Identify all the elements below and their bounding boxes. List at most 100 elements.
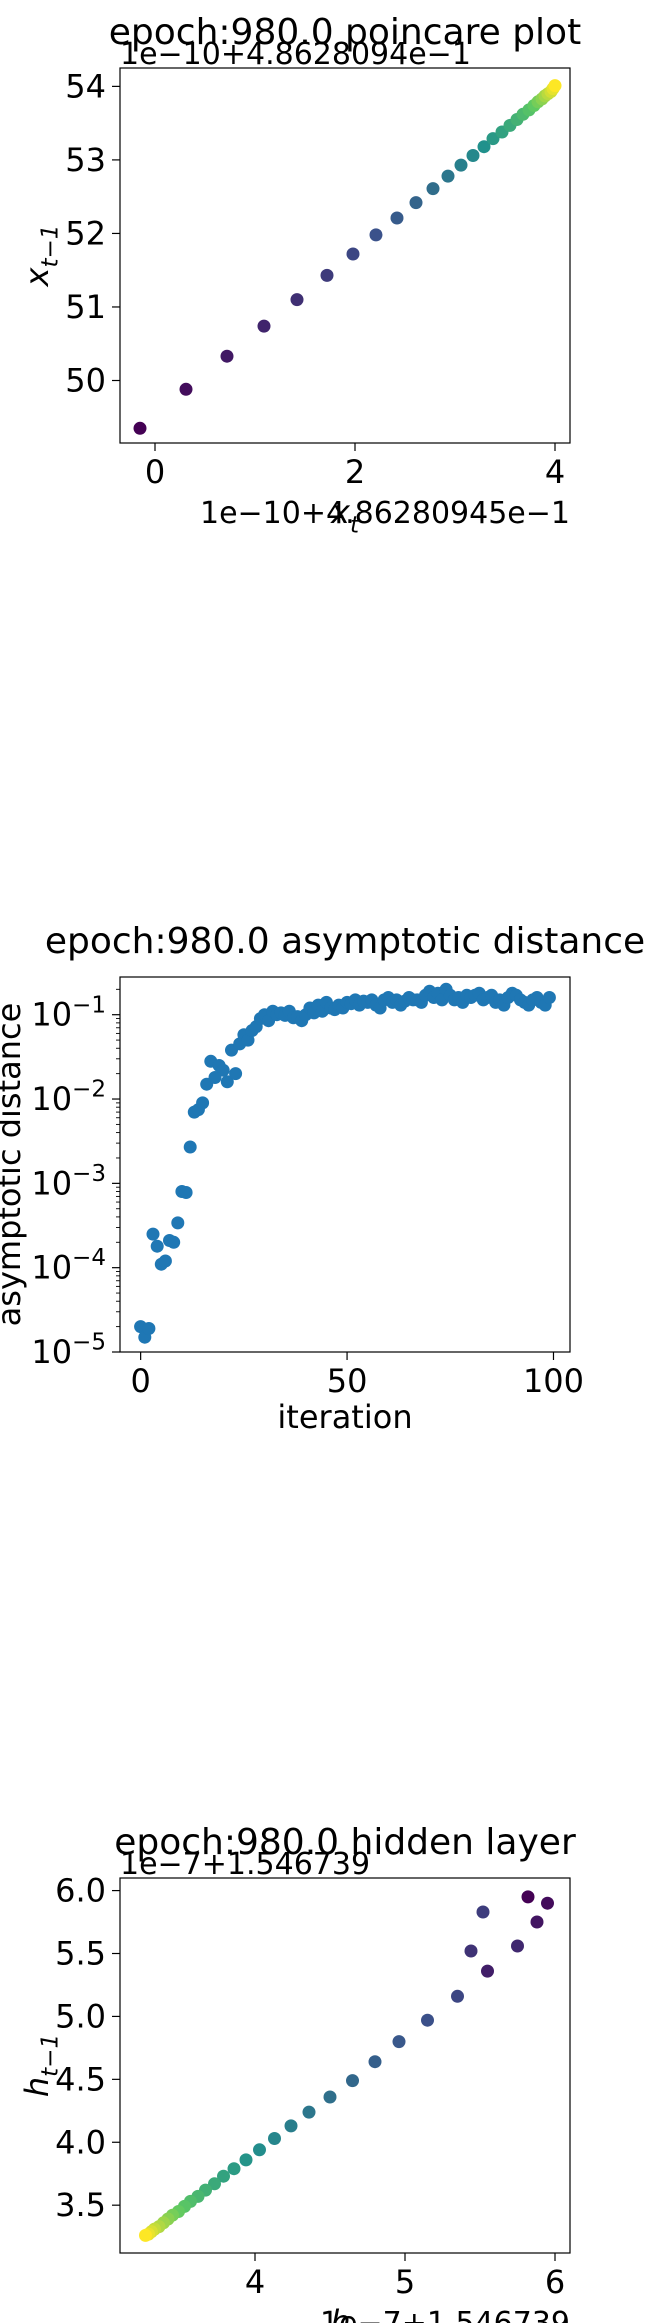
y-axis-label: asymptotic distance <box>0 1003 28 1327</box>
y-axis-label: ht−1 <box>18 2034 64 2097</box>
data-point <box>320 268 334 282</box>
x-offset-label: 1e−10+4.86280945e−1 <box>200 496 570 531</box>
data-point <box>284 2119 298 2133</box>
y-tick-label: 3.5 <box>55 2186 106 2224</box>
data-point <box>179 1186 193 1199</box>
data-point <box>158 1254 172 1268</box>
data-point <box>541 1896 554 1910</box>
data-point <box>229 1067 243 1081</box>
data-point <box>477 140 491 154</box>
y-tick-label: 5.5 <box>55 1935 106 1973</box>
data-point <box>133 421 147 435</box>
data-point <box>208 2177 221 2191</box>
data-point <box>150 1239 164 1253</box>
data-point <box>466 149 480 162</box>
data-point <box>421 2013 434 2027</box>
data-point <box>464 1944 478 1958</box>
x-tick-label: 50 <box>327 1362 368 1400</box>
data-point <box>542 991 556 1004</box>
x-tick-label: 6 <box>545 2263 565 2301</box>
y-tick-label: 10−5 <box>31 1330 106 1371</box>
data-point <box>220 1075 234 1089</box>
data-point <box>142 1322 156 1335</box>
data-point <box>183 1140 197 1154</box>
chart-3: epoch:980.0 hidden layer 4 5 6 3.5 4.0 4.5 5.0 5… <box>18 1822 576 2323</box>
y-axis-label: xt−1 <box>18 225 64 288</box>
data-point <box>167 1235 181 1249</box>
x-axis-label: iteration <box>277 1398 412 1436</box>
x-tick-label: 2 <box>345 453 365 491</box>
x-axis-label-base: h <box>330 2303 350 2323</box>
y-tick-label: 54 <box>65 67 106 105</box>
data-point <box>441 169 455 183</box>
data-point <box>290 293 304 307</box>
x-tick-label: 100 <box>523 1362 584 1400</box>
y-tick-label: 10−4 <box>31 1245 106 1286</box>
data-point <box>486 132 500 146</box>
data-point <box>217 2169 230 2183</box>
data-point <box>323 2090 337 2104</box>
y-tick-label-exponent: −3 <box>72 1161 106 1187</box>
plot-frame <box>119 1877 571 2254</box>
data-point <box>146 1227 160 1241</box>
data-point <box>530 1915 544 1929</box>
y-tick-label: 10−3 <box>31 1161 106 1202</box>
y-axis-label-base: x <box>18 266 56 287</box>
data-point <box>257 319 271 333</box>
data-point <box>390 211 404 225</box>
y-tick-label-exponent: −2 <box>72 1077 106 1103</box>
y-tick-label-exponent: −5 <box>72 1330 106 1356</box>
data-point <box>511 1939 524 1953</box>
data-point <box>346 2074 359 2088</box>
chart-1: epoch:980.0 poincare plot 0 2 4 50 51 52 53 54 1e… <box>18 12 581 539</box>
x-offset-label: 1e−7+1.546739 <box>320 2306 570 2323</box>
chart-title: epoch:980.0 poincare plot <box>109 12 581 53</box>
data-point <box>409 196 423 210</box>
y-tick-label: 50 <box>65 362 106 400</box>
data-point <box>239 2153 253 2167</box>
y-tick-label: 6.0 <box>55 1872 106 1910</box>
y-axis-label-text: ht−1 <box>18 2034 64 2097</box>
x-axis-label: xt <box>330 493 360 539</box>
x-tick-label: 4 <box>545 453 565 491</box>
data-point <box>268 2132 281 2145</box>
chart-title: epoch:980.0 hidden layer <box>114 1822 576 1863</box>
y-tick-label: 10−1 <box>31 992 106 1033</box>
data-point <box>392 2035 406 2049</box>
y-tick-label: 51 <box>65 288 106 326</box>
data-point <box>196 1096 210 1110</box>
y-tick-label-base: 10 <box>31 996 72 1034</box>
y-axis-label-text: xt−1 <box>18 225 64 288</box>
data-point <box>454 158 468 172</box>
x-tick-label: 5 <box>395 2263 415 2301</box>
data-point <box>426 182 440 196</box>
y-tick-label-base: 10 <box>31 1164 72 1202</box>
chart-title: epoch:980.0 asymptotic distance <box>45 921 645 962</box>
plot-frame <box>119 976 571 1353</box>
y-tick-label-exponent: −4 <box>72 1245 106 1271</box>
data-point <box>179 382 193 396</box>
data-point <box>481 1964 494 1978</box>
x-axis-label-subscript: t <box>350 513 360 539</box>
data-point <box>368 2055 382 2069</box>
y-tick-label: 4.0 <box>55 2123 106 2161</box>
data-point <box>369 228 383 242</box>
x-tick-label: 4 <box>245 2263 265 2301</box>
y-tick-label: 53 <box>65 141 106 179</box>
x-tick-label: 0 <box>130 1362 150 1400</box>
y-axis-label-subscript: t−1 <box>38 225 64 268</box>
data-point <box>346 247 360 261</box>
y-offset-label: 1e−10+4.8628094e−1 <box>120 37 471 72</box>
y-axis-label-subscript: t−1 <box>38 2034 64 2077</box>
data-point <box>451 1989 464 2003</box>
data-point <box>139 2228 152 2242</box>
x-tick-label: 0 <box>145 453 165 491</box>
plot-frame <box>119 67 571 444</box>
data-point <box>216 1063 230 1077</box>
data-point <box>220 349 234 363</box>
data-point <box>476 1905 490 1919</box>
y-tick-label: 10−2 <box>31 1077 106 1118</box>
x-axis-label-base: x <box>330 493 351 531</box>
